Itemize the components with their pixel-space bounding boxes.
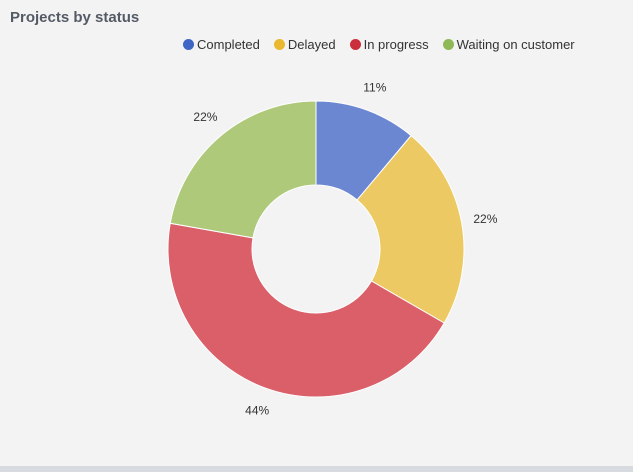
slice-label-waiting-on-customer: 22% xyxy=(193,110,217,124)
legend-item-waiting-on-customer[interactable]: Waiting on customer xyxy=(442,37,575,52)
legend-item-in-progress[interactable]: In progress xyxy=(349,37,429,52)
legend-label-in-progress: In progress xyxy=(363,37,429,52)
panel-bottom-border xyxy=(0,466,633,472)
legend-label-waiting-on-customer: Waiting on customer xyxy=(456,37,575,52)
legend-dot-delayed xyxy=(273,39,285,50)
legend-dot-waiting-on-customer xyxy=(442,39,454,50)
slice-delayed[interactable] xyxy=(356,134,465,324)
legend-label-delayed: Delayed xyxy=(287,37,336,52)
legend-dot-completed xyxy=(183,39,194,50)
slice-label-completed: 11% xyxy=(363,80,386,94)
chart-title: Projects by status xyxy=(10,9,140,26)
legend-label-completed: Completed xyxy=(197,37,260,52)
slice-label-in-progress: 44% xyxy=(245,404,269,418)
legend-item-completed[interactable]: Completed xyxy=(183,37,260,52)
chart-legend: Completed Delayed In progress Waiting on… xyxy=(183,37,575,52)
legend-dot-in-progress xyxy=(349,39,361,50)
legend-item-delayed[interactable]: Delayed xyxy=(273,37,336,52)
slice-in-progress[interactable] xyxy=(167,222,445,398)
slice-label-delayed: 22% xyxy=(473,212,497,226)
slice-waiting-on-customer[interactable] xyxy=(169,100,317,239)
